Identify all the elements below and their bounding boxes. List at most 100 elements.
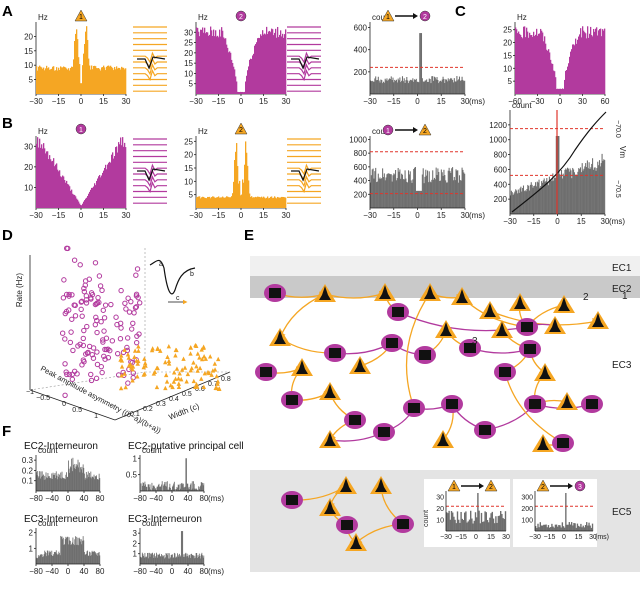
histogram-bar: [97, 178, 99, 208]
histogram-bar: [80, 539, 82, 564]
inset-label-a: a: [159, 261, 163, 268]
histogram-bar: [426, 175, 428, 208]
principal-point: [135, 374, 140, 379]
node-ccg-glyph: [499, 367, 511, 377]
histogram-bar: [442, 76, 444, 94]
interneuron-point: [129, 326, 135, 332]
histogram-bar: [419, 33, 421, 94]
histogram-bar: [590, 527, 593, 531]
principal-point: [136, 348, 141, 353]
histogram-bar: [441, 172, 443, 208]
histogram-bar: [590, 167, 592, 214]
histogram-bar: [120, 137, 122, 208]
histogram-bar: [91, 187, 93, 208]
interneuron-point: [94, 300, 101, 306]
histogram-bar: [439, 81, 441, 94]
interneuron-point: [79, 313, 85, 319]
histogram-bar: [458, 79, 460, 94]
histogram-bar: [37, 557, 39, 564]
principal-point: [215, 379, 221, 384]
histogram-bar: [219, 197, 221, 208]
histogram-bar: [546, 527, 548, 531]
histogram-bar: [105, 70, 107, 94]
x-tick-label: −30: [29, 211, 43, 220]
histogram-bar: [256, 42, 258, 94]
histogram-bar: [41, 554, 43, 564]
x-tick-label: 0: [66, 494, 71, 503]
histogram-bar: [247, 165, 249, 208]
histogram-bar: [110, 162, 112, 208]
histogram-bar: [141, 557, 143, 564]
histogram-bar: [596, 27, 598, 94]
histogram-bar: [261, 196, 263, 208]
histogram-bar: [90, 471, 92, 491]
histogram-bar: [207, 32, 209, 94]
subplot-title: EC3-Interneuron: [24, 514, 98, 525]
inset-label-c: c: [176, 295, 180, 302]
histogram-bar: [538, 179, 540, 214]
histogram-bar: [114, 66, 116, 94]
histogram-bar: [410, 79, 412, 94]
y-tick-label: 1: [133, 550, 138, 559]
histogram-bar: [578, 36, 580, 94]
histogram-bar: [84, 44, 86, 94]
waveform-trace: [287, 163, 321, 176]
histogram-bar: [161, 555, 163, 564]
histogram-bar: [56, 475, 58, 491]
histogram-bar: [398, 80, 400, 94]
principal-point: [201, 345, 206, 350]
principal-cell-badge: 1: [381, 9, 395, 22]
histogram-bar: [267, 34, 269, 94]
histogram-bar: [180, 488, 182, 491]
histogram-bar: [117, 152, 119, 208]
histogram-bar: [438, 171, 440, 208]
histogram-bar: [96, 475, 97, 491]
histogram-bar: [430, 83, 432, 94]
marker-2: 2: [583, 292, 589, 303]
histogram-bar: [69, 466, 71, 491]
y-axis-label: Hz: [198, 13, 208, 22]
mean-waveform: [291, 56, 320, 70]
histogram-bar: [201, 197, 203, 208]
histogram-bar: [191, 553, 193, 564]
histogram-bar: [415, 78, 417, 94]
histogram-bar: [48, 552, 50, 564]
histogram-bar: [589, 525, 591, 531]
x-tick-label: 0.5: [182, 391, 192, 398]
histogram-bar: [100, 70, 102, 94]
histogram-bar: [76, 465, 78, 491]
histogram-bar: [196, 197, 198, 208]
histogram-bar: [172, 558, 174, 564]
histogram-bar: [427, 81, 429, 94]
histogram-bar: [58, 476, 60, 491]
histogram-bar: [580, 172, 582, 214]
node-ccg-glyph: [324, 384, 336, 398]
circle-icon: [382, 124, 394, 136]
histogram-bar: [429, 181, 431, 208]
histogram-bar: [68, 460, 69, 491]
histogram-bar: [370, 80, 372, 94]
histogram-bar: [168, 487, 170, 491]
histogram-bar: [50, 478, 51, 491]
y-tick-label: 600: [354, 163, 368, 172]
histogram-bar: [483, 521, 485, 531]
histogram-bar: [62, 539, 64, 564]
histogram-bar: [249, 59, 251, 94]
x-tick-label: 30: [601, 217, 610, 226]
histogram-bar: [402, 179, 404, 208]
x-tick-label: 0: [562, 534, 566, 541]
histogram-bar: [174, 489, 176, 491]
x-tick-label: 80: [96, 567, 105, 576]
histogram-bar: [528, 185, 530, 214]
node-ccg-glyph: [408, 403, 420, 413]
histogram-bar: [98, 552, 99, 564]
histogram-bar: [82, 203, 84, 208]
histogram-bar: [204, 27, 206, 95]
histogram-bar: [188, 488, 189, 491]
histogram-bar: [550, 59, 552, 94]
histogram-bar: [60, 66, 62, 94]
waveform-stack: [287, 26, 321, 92]
interneuron-point: [64, 245, 70, 252]
histogram-bar: [94, 479, 96, 491]
